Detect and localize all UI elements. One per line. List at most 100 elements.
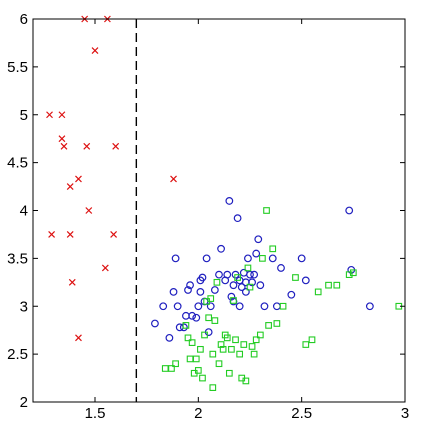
series-o [151, 197, 374, 342]
x-marker-point [60, 142, 68, 150]
circle-marker-point [223, 270, 232, 279]
square-marker-point [250, 350, 258, 358]
circle-marker-point [252, 249, 261, 258]
square-marker-point [246, 283, 254, 291]
circle-marker-point [171, 254, 180, 263]
square-marker-point [230, 297, 237, 304]
x-marker-point [110, 231, 118, 238]
circle-marker-point [345, 206, 354, 215]
x-tick-label: 3 [401, 405, 409, 422]
circle-marker-point [188, 311, 197, 320]
square-marker-point [213, 278, 221, 286]
square-marker-point [279, 302, 287, 310]
circle-marker-point [173, 302, 182, 311]
square-marker-point [234, 274, 241, 281]
y-tick-label: 3.5 [7, 250, 28, 267]
square-marker-point [269, 245, 277, 253]
circle-marker-point [184, 286, 192, 294]
square-marker-point [302, 341, 310, 348]
square-marker-point [207, 295, 215, 302]
square-marker-point [256, 331, 264, 339]
square-marker-point [223, 334, 231, 342]
series-s [161, 207, 403, 391]
circle-marker-point [217, 244, 225, 253]
x-marker-point [83, 142, 91, 150]
circle-marker-point [277, 264, 285, 272]
square-marker-point [217, 341, 225, 348]
square-marker-point [240, 341, 248, 348]
square-marker-point [197, 345, 204, 353]
square-marker-point [228, 345, 235, 353]
square-marker-point [265, 322, 272, 329]
square-marker-point [349, 269, 357, 277]
x-marker-point [58, 135, 66, 143]
axis-ticks: 1.5 2 2.5 3 2 2.5 3 3.5 4 4.5 5 5.5 6 [7, 11, 409, 422]
square-marker-point [242, 377, 250, 385]
x-marker-point [66, 183, 74, 190]
square-marker-point [215, 360, 223, 368]
x-tick-label: 1.5 [85, 405, 106, 422]
circle-marker-point [260, 302, 269, 311]
square-marker-point [172, 360, 179, 368]
circle-marker-point [254, 235, 263, 244]
circle-marker-point [256, 281, 265, 290]
x-marker-point [75, 334, 82, 342]
x-tick-label: 2 [194, 405, 202, 422]
x-marker-point [48, 231, 56, 238]
square-marker-point [325, 281, 332, 289]
x-marker-point [85, 207, 93, 214]
square-marker-point [209, 350, 217, 358]
circle-marker-point [165, 333, 174, 342]
square-marker-point [263, 207, 270, 214]
y-tick-label: 3 [20, 298, 28, 315]
square-marker-point [248, 343, 256, 350]
y-tick-label: 2 [20, 394, 28, 411]
x-marker-point [91, 47, 99, 55]
square-marker-point [236, 350, 244, 358]
y-tick-label: 6 [20, 11, 28, 28]
circle-marker-point [244, 254, 252, 263]
circle-marker-point [233, 214, 242, 223]
square-marker-point [184, 334, 192, 342]
circle-marker-point [151, 319, 159, 328]
square-marker-point [192, 355, 200, 363]
circle-marker-point [169, 287, 178, 296]
circle-marker-point [248, 278, 256, 287]
square-marker-point [252, 336, 260, 344]
circle-marker-point [186, 281, 194, 290]
square-marker-point [209, 384, 217, 391]
circle-marker-point [237, 283, 246, 292]
circle-marker-point [287, 290, 296, 299]
circle-marker-point [301, 276, 310, 285]
x-marker-point [75, 175, 82, 183]
square-marker-point [205, 314, 213, 322]
square-marker-point [333, 281, 341, 289]
x-marker-point [66, 231, 74, 238]
x-marker-point [101, 264, 109, 272]
y-tick-label: 5.5 [7, 59, 28, 76]
chart-marks [46, 15, 403, 391]
square-marker-point [186, 355, 194, 363]
circle-marker-point [268, 254, 277, 263]
x-marker-point [46, 111, 53, 119]
circle-marker-point [179, 323, 188, 332]
circle-marker-point [210, 286, 219, 294]
x-marker-point [112, 142, 120, 150]
square-marker-point [211, 317, 219, 324]
square-marker-point [219, 345, 227, 353]
circle-marker-point [272, 302, 281, 311]
x-tick-label: 2.5 [291, 405, 312, 422]
square-marker-point [199, 374, 206, 382]
square-marker-point [292, 274, 299, 281]
square-marker-point [161, 365, 169, 372]
square-marker-point [259, 255, 266, 262]
circle-marker-point [206, 302, 215, 311]
circle-marker-point [194, 302, 203, 311]
circle-marker-point [198, 273, 207, 282]
y-tick-label: 5 [20, 107, 28, 124]
circle-marker-point [297, 254, 306, 263]
square-marker-point [225, 369, 233, 377]
circle-marker-point [365, 302, 374, 311]
y-tick-label: 2.5 [7, 346, 28, 363]
